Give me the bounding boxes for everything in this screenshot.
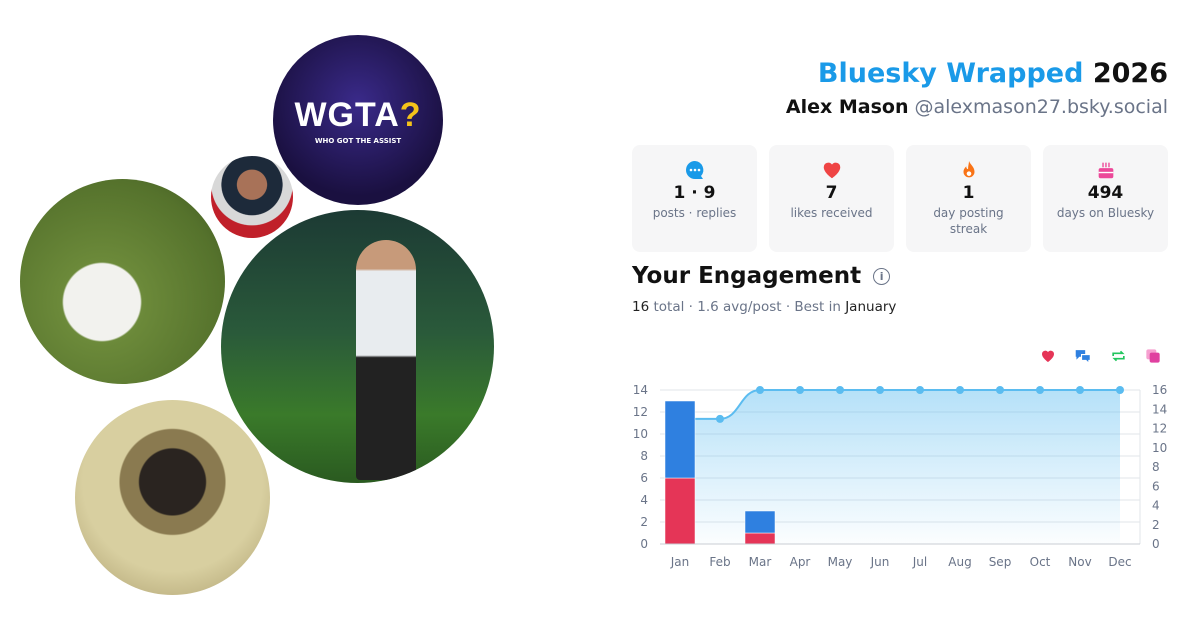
stat-label: days on Bluesky bbox=[1056, 206, 1155, 220]
x-tick-label: Jun bbox=[870, 555, 890, 569]
chart-legend bbox=[1040, 348, 1161, 368]
stat-card-streak: 1 day posting streak bbox=[906, 145, 1031, 252]
cumulative-point bbox=[796, 386, 804, 394]
swan-photo bbox=[20, 179, 225, 384]
engagement-title: Your Engagement i bbox=[632, 263, 891, 289]
best-month: January bbox=[845, 299, 897, 315]
heart-icon bbox=[769, 159, 894, 181]
y2-tick-label: 0 bbox=[1152, 537, 1160, 551]
repost-icon[interactable] bbox=[1110, 348, 1127, 368]
x-tick-label: Mar bbox=[749, 555, 772, 569]
stat-label: likes received bbox=[790, 206, 873, 220]
y-tick-label: 12 bbox=[633, 405, 648, 419]
bar-segment bbox=[664, 400, 696, 479]
wgta-logo-text: WGTA? bbox=[294, 95, 422, 134]
cumulative-point bbox=[1076, 386, 1084, 394]
trophy-celebration-photo bbox=[221, 210, 494, 483]
stat-value: 1 bbox=[962, 183, 975, 203]
wgta-logo-photo: WGTA? WHO GOT THE ASSIST bbox=[273, 35, 443, 205]
cumulative-point bbox=[836, 386, 844, 394]
brand-title: Bluesky Wrapped bbox=[817, 58, 1084, 89]
stat-value: 1 · 9 bbox=[673, 183, 716, 203]
cumulative-point bbox=[1036, 386, 1044, 394]
y2-tick-label: 12 bbox=[1152, 422, 1167, 436]
quote-icon[interactable] bbox=[1145, 348, 1161, 368]
bar-segment bbox=[744, 532, 776, 545]
engagement-chart: 0 2 4 6 8 10 12 14 0 2 4 6 8 10 12 14 16 Jan Feb Mar Apr May J… bbox=[633, 383, 1168, 569]
y-tick-label: 10 bbox=[633, 427, 648, 441]
y2-tick-label: 10 bbox=[1152, 441, 1167, 455]
user-name: Alex Mason bbox=[785, 96, 909, 118]
stat-card-likes: 7 likes received bbox=[769, 145, 894, 252]
user-handle: @alexmason27.bsky.social bbox=[914, 96, 1169, 118]
engagement-summary: 16 total · 1.6 avg/post · Best in Januar… bbox=[632, 299, 897, 315]
x-tick-label: Feb bbox=[709, 555, 730, 569]
y-tick-label: 14 bbox=[633, 383, 648, 397]
y-tick-label: 2 bbox=[640, 515, 648, 529]
bar-segment bbox=[664, 477, 696, 545]
cumulative-point bbox=[996, 386, 1004, 394]
stat-label: day posting streak bbox=[933, 206, 1004, 236]
cumulative-area bbox=[680, 390, 1120, 544]
cumulative-point bbox=[956, 386, 964, 394]
stat-card-days: 494 days on Bluesky bbox=[1043, 145, 1168, 252]
x-tick-label: Dec bbox=[1108, 555, 1131, 569]
cake-icon bbox=[1043, 159, 1168, 181]
cumulative-point bbox=[1116, 386, 1124, 394]
stats-cards: 1 · 9 posts · replies 7 likes received 1… bbox=[632, 145, 1168, 252]
heart-icon[interactable] bbox=[1040, 348, 1056, 368]
page-title: Bluesky Wrapped 2026 bbox=[818, 58, 1168, 89]
y-tick-label: 6 bbox=[640, 471, 648, 485]
replies-icon[interactable] bbox=[1074, 348, 1092, 368]
x-tick-label: Jul bbox=[912, 555, 927, 569]
x-tick-label: Sep bbox=[989, 555, 1012, 569]
bar-segment bbox=[744, 510, 776, 534]
stat-value: 7 bbox=[825, 183, 838, 203]
x-tick-label: May bbox=[828, 555, 853, 569]
stat-value: 494 bbox=[1087, 183, 1124, 203]
stat-card-posts: 1 · 9 posts · replies bbox=[632, 145, 757, 252]
y2-tick-label: 8 bbox=[1152, 460, 1160, 474]
stat-label: posts · replies bbox=[652, 206, 737, 220]
chat-bubble-icon bbox=[632, 159, 757, 181]
y2-tick-label: 2 bbox=[1152, 518, 1160, 532]
y2-tick-label: 16 bbox=[1152, 383, 1167, 397]
monkey-photo bbox=[75, 400, 270, 595]
year: 2026 bbox=[1092, 58, 1168, 89]
cumulative-point bbox=[876, 386, 884, 394]
total-value: 16 bbox=[632, 299, 650, 315]
x-tick-label: Aug bbox=[948, 555, 971, 569]
fire-icon bbox=[906, 159, 1031, 181]
x-tick-label: Nov bbox=[1068, 555, 1091, 569]
y2-tick-label: 4 bbox=[1152, 499, 1160, 513]
cumulative-point bbox=[916, 386, 924, 394]
x-tick-label: Apr bbox=[790, 555, 811, 569]
avg-value: 1.6 avg/post bbox=[697, 299, 782, 315]
x-tick-label: Oct bbox=[1030, 555, 1051, 569]
wgta-logo-sub: WHO GOT THE ASSIST bbox=[314, 136, 402, 145]
cumulative-point bbox=[716, 414, 724, 423]
y2-tick-label: 6 bbox=[1152, 479, 1160, 493]
y2-tick-label: 14 bbox=[1152, 402, 1167, 416]
y-tick-label: 4 bbox=[640, 493, 648, 507]
y-tick-label: 8 bbox=[640, 449, 648, 463]
cumulative-point bbox=[756, 386, 764, 394]
info-icon[interactable]: i bbox=[873, 267, 891, 285]
user-info: Alex Mason @alexmason27.bsky.social bbox=[786, 96, 1168, 118]
football-player-photo bbox=[211, 156, 293, 238]
x-tick-label: Jan bbox=[670, 555, 690, 569]
y-tick-label: 0 bbox=[640, 537, 648, 551]
